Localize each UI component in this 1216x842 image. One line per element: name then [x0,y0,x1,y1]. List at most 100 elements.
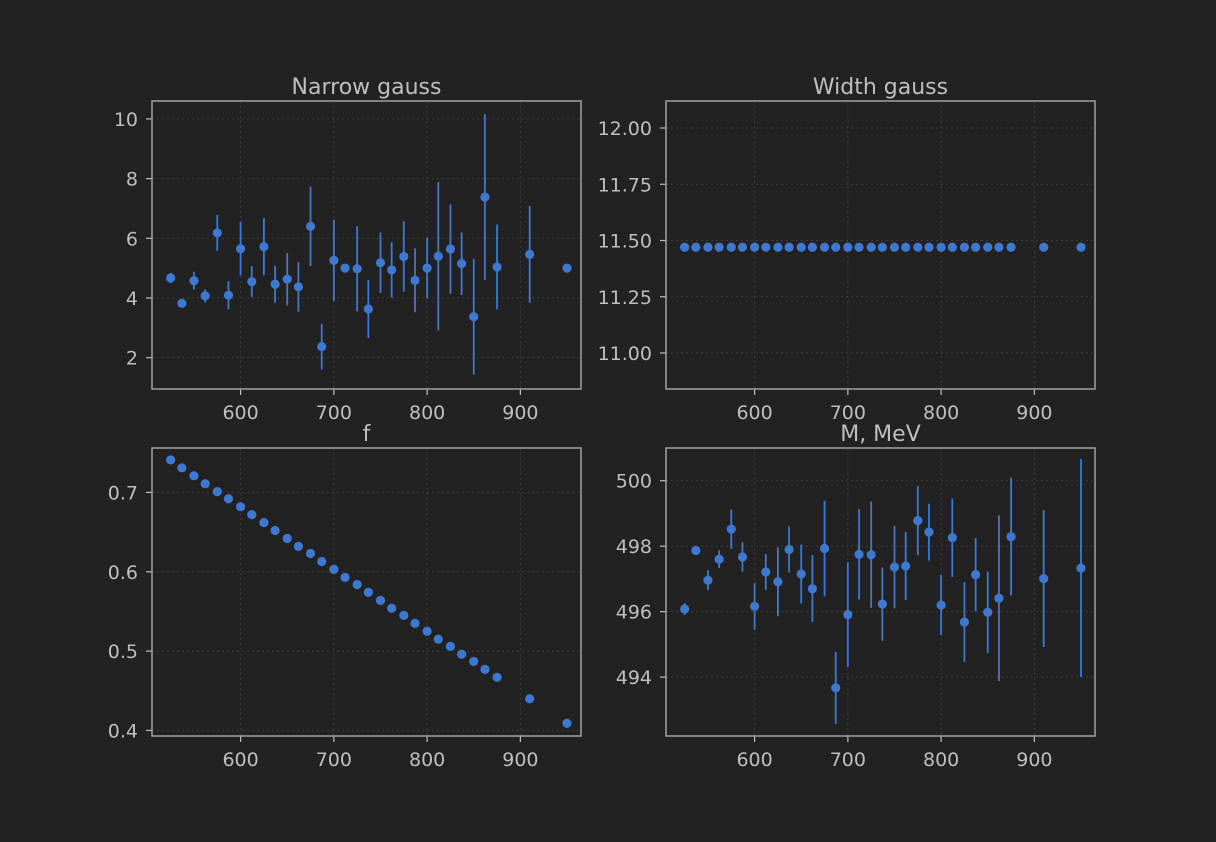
data-point [247,276,257,287]
x-tick-label: 900 [502,402,538,424]
data-point [807,584,818,594]
data-point [784,544,794,555]
data-point [387,603,397,613]
data-point [866,242,876,252]
data-point [773,577,783,587]
data-point [936,600,946,610]
data-point [410,275,420,285]
x-tick-label: 700 [830,749,866,771]
data-point [994,593,1004,603]
data-point [971,242,981,252]
data-point [340,263,350,273]
data-point [317,342,327,352]
data-point [247,510,257,520]
x-tick-label: 800 [409,402,445,424]
y-tick-label: 11.00 [598,343,652,365]
data-point [714,554,724,564]
data-point [796,569,806,579]
data-point [399,610,409,621]
data-point [293,541,304,551]
x-tick-label: 700 [830,402,866,424]
data-point [889,562,900,572]
data-point [352,579,362,590]
data-point [796,242,806,252]
data-point [282,274,292,284]
data-point [819,242,830,252]
axes-frame [151,447,582,737]
data-point [784,242,794,252]
data-point [877,599,887,609]
data-point [819,543,830,554]
y-tick-label: 496 [616,602,652,624]
data-point [387,265,397,275]
data-point [270,279,280,289]
y-tick-label: 498 [616,536,652,558]
data-point [433,251,443,261]
data-point [913,242,923,252]
x-tick-label: 700 [316,402,352,424]
data-point [562,263,572,273]
data-point [680,604,690,614]
panel-f: f 600 700 800 900 0.4 0.5 0.6 0.7 [108,422,582,771]
data-point [480,192,490,202]
y-tick-label: 10 [114,109,138,131]
data-point [340,572,350,582]
data-point [166,455,176,465]
data-point [680,242,690,252]
data-point [525,249,535,260]
data-point [959,242,970,252]
data-point [259,242,269,252]
data-point [235,502,246,512]
data-point [831,683,841,693]
data-point [761,567,771,577]
y-tick-label: 11.75 [598,174,652,196]
data-point [492,262,502,272]
data-point [854,549,864,559]
x-tick-label: 800 [923,402,959,424]
data-point [1006,242,1016,252]
data-point [947,533,957,543]
data-point [329,255,339,265]
data-point [305,548,316,559]
data-point [749,601,760,612]
data-point [457,259,467,269]
y-tick-label: 0.6 [108,562,138,584]
data-point [913,516,923,526]
y-tick-label: 0.4 [108,720,138,742]
panel-narrow-gauss: Narrow gauss 600 700 800 900 2 4 6 8 10 [114,75,582,424]
data-point [924,242,934,252]
data-point [422,626,432,636]
panel-title: M, MeV [840,422,921,447]
data-point [223,494,234,504]
data-point [726,524,736,534]
data-point [317,556,327,567]
data-point [959,617,970,627]
panel-mass: M, MeV 600 700 800 900 494 496 498 500 [616,422,1096,771]
x-tick-label: 800 [923,749,959,771]
data-point [375,595,386,605]
data-point [469,312,479,322]
data-point [714,242,724,252]
axes-frame [665,447,1096,737]
panel-width-gauss: Width gauss 600 700 800 900 11.00 11.25 11.50 1… [598,75,1096,424]
data-point [177,463,187,473]
data-point [737,242,748,252]
data-point [703,242,713,252]
data-point [525,694,535,704]
data-point [924,527,934,537]
data-point [293,282,304,292]
data-point [212,487,222,497]
x-tick-label: 800 [409,749,445,771]
data-point [189,276,199,286]
data-point [410,618,420,628]
data-point [866,550,876,560]
data-point [457,649,467,659]
data-point [749,242,760,252]
data-point [445,641,456,651]
data-point [1006,532,1016,542]
data-point [562,718,572,728]
y-tick-label: 11.50 [598,231,652,253]
data-point [492,672,502,682]
data-point [422,263,432,273]
